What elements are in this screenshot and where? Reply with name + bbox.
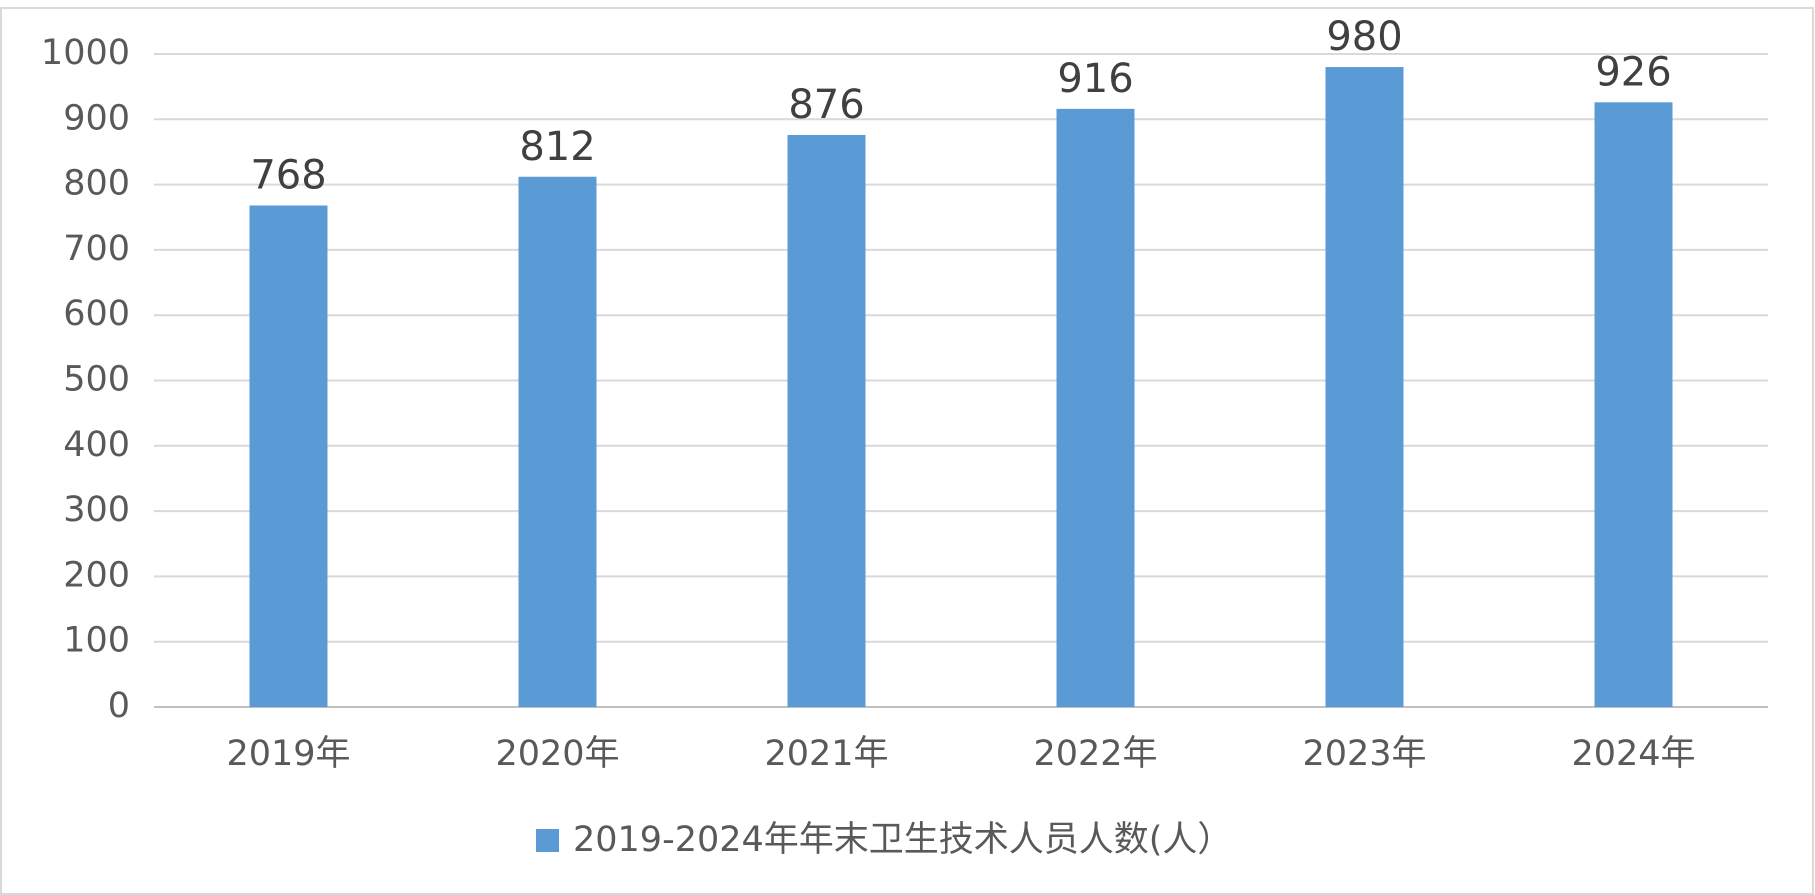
value-label: 812: [519, 124, 595, 170]
y-tick-label: 0: [108, 686, 130, 726]
x-tick-label: 2021年: [764, 734, 888, 774]
y-tick-label: 500: [63, 360, 130, 400]
y-tick-label: 700: [63, 229, 130, 269]
y-tick-label: 1000: [41, 33, 130, 73]
y-tick-label: 900: [63, 98, 130, 138]
x-tick-label: 2019年: [226, 734, 350, 774]
bar: [1056, 108, 1135, 708]
y-tick-label: 300: [63, 490, 130, 530]
value-label: 876: [788, 82, 864, 128]
bar: [249, 205, 328, 707]
legend-label: 2019-2024年年末卫生技术人员人数(人）: [573, 820, 1232, 860]
value-label: 916: [1057, 56, 1133, 102]
x-tick-label: 2020年: [495, 734, 619, 774]
y-tick-label: 100: [63, 621, 130, 661]
x-tick-label: 2022年: [1033, 734, 1157, 774]
bar: [787, 134, 866, 708]
value-label: 768: [250, 152, 326, 198]
bar: [518, 176, 597, 707]
y-tick-label: 800: [63, 164, 130, 204]
bar: [1325, 67, 1404, 707]
x-tick-label: 2023年: [1302, 734, 1426, 774]
value-label: 980: [1326, 14, 1402, 60]
y-tick-label: 400: [63, 425, 130, 465]
y-tick-label: 200: [63, 555, 130, 595]
legend-swatch: [536, 829, 559, 852]
x-tick-label: 2024年: [1571, 734, 1695, 774]
y-tick-label: 600: [63, 294, 130, 334]
bar: [1594, 102, 1673, 707]
value-label: 926: [1595, 49, 1671, 95]
